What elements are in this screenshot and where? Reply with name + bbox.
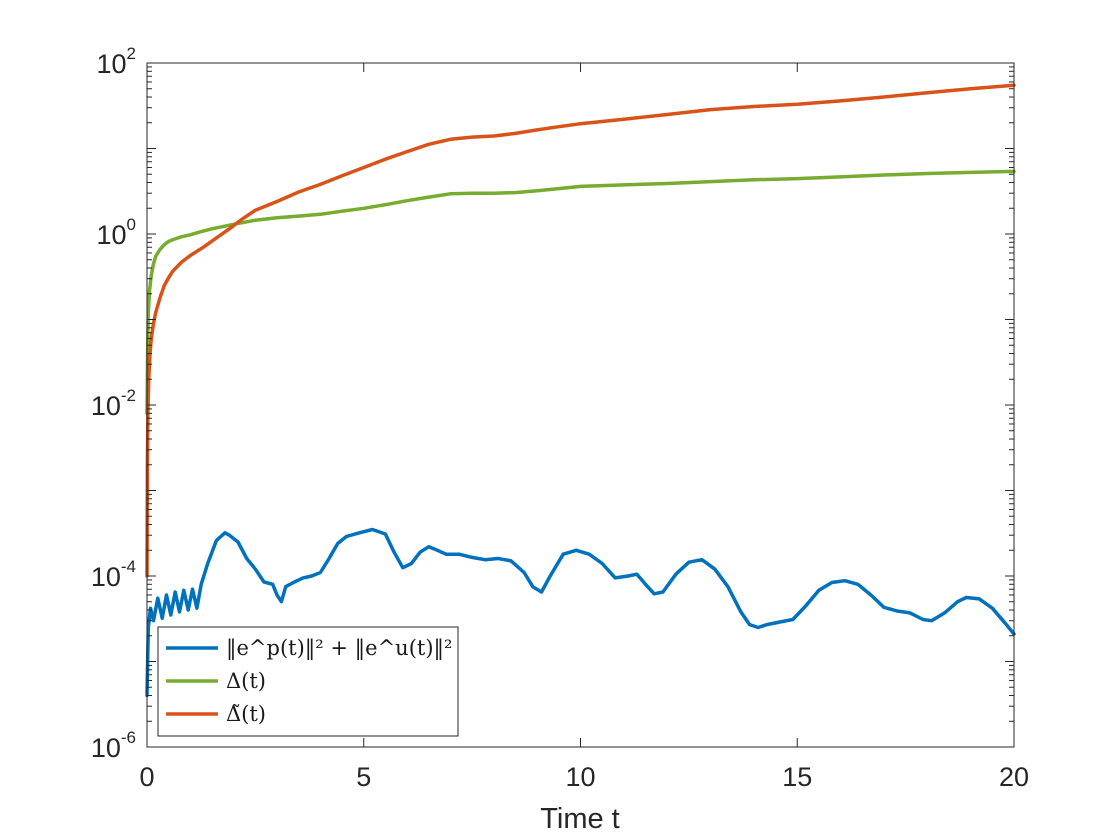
- plot-area: [145, 83, 1016, 698]
- x-axis-label: Time t: [540, 803, 619, 835]
- y-tick-label: 102: [96, 44, 136, 79]
- x-tick-label: 15: [782, 762, 812, 792]
- y-tick-label: 100: [96, 215, 136, 250]
- series-line-2: [145, 169, 1016, 416]
- y-tick-label: 10-6: [91, 728, 136, 763]
- x-tick-label: 10: [565, 762, 595, 792]
- y-tick-label: 10-2: [91, 386, 136, 421]
- legend-label: ‖e^p(t)‖² + ‖e^u(t)‖²: [226, 636, 452, 661]
- axes: 0 5 10 15 20 10-6 10-4 10-2 100 102: [91, 44, 1029, 792]
- legend-label: Δ(t): [226, 669, 266, 693]
- legend: ‖e^p(t)‖² + ‖e^u(t)‖² Δ(t) Δ̃(t): [157, 626, 459, 737]
- x-tick-label: 5: [356, 762, 371, 792]
- x-tick-label: 20: [999, 762, 1029, 792]
- y-tick-label: 10-4: [91, 557, 136, 592]
- series-line-1: [145, 527, 1016, 698]
- x-tick-label: 0: [139, 762, 154, 792]
- legend-label: Δ̃(t): [226, 702, 266, 726]
- series-line-3: [145, 83, 1016, 578]
